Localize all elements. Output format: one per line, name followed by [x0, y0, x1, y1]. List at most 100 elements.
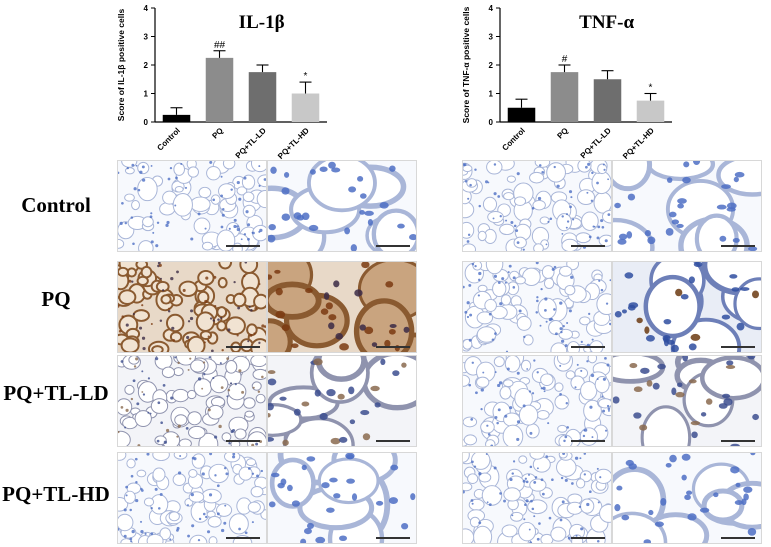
cell-nucleus: [536, 371, 539, 374]
micrograph-pq-4: [612, 261, 762, 353]
cell-nucleus: [230, 188, 233, 191]
cell-nucleus: [580, 527, 584, 531]
cell-nucleus: [251, 472, 255, 475]
cell-nucleus: [313, 358, 323, 366]
cell-nucleus: [582, 434, 586, 438]
cell-nucleus: [123, 508, 127, 512]
cell-nucleus: [480, 407, 483, 411]
cell-nucleus: [234, 383, 237, 386]
alveolar-network: [463, 356, 611, 446]
il1b-chart: IL-1β Score of IL-1β positive cells 0 1 2 3 4 C…: [110, 0, 350, 161]
alveolus: [188, 425, 206, 440]
alveolus: [217, 277, 228, 289]
cell-nucleus: [134, 457, 138, 461]
cell-nucleus: [125, 485, 129, 489]
cell-nucleus: [255, 442, 259, 446]
cell-nucleus: [516, 172, 520, 176]
bar-pq: [550, 72, 579, 122]
cell-nucleus: [397, 223, 405, 229]
cell-nucleus: [586, 360, 589, 363]
alveolus: [506, 175, 517, 183]
alveolus: [518, 404, 539, 426]
cell-nucleus: [337, 393, 345, 400]
cell-nucleus: [409, 234, 416, 241]
cell-nucleus: [530, 499, 533, 503]
cell-nucleus: [293, 408, 301, 416]
cell-nucleus: [132, 242, 135, 246]
y-tick-label: 1: [144, 90, 149, 99]
cell-nucleus: [503, 499, 506, 503]
alveolus: [232, 292, 247, 308]
cell-nucleus: [597, 501, 600, 504]
cell-nucleus: [516, 241, 520, 245]
alveolus: [564, 285, 576, 296]
cell-nucleus: [487, 433, 491, 436]
cell-nucleus: [512, 276, 516, 280]
cell-nucleus: [120, 406, 124, 409]
cell-nucleus: [371, 342, 378, 347]
cell-nucleus: [497, 383, 501, 388]
cell-nucleus: [131, 280, 134, 283]
alveolus: [208, 463, 230, 484]
cell-nucleus: [522, 404, 526, 408]
cell-nucleus: [671, 219, 680, 225]
cell-nucleus: [304, 527, 312, 535]
alveolus: [172, 193, 193, 217]
cell-nucleus: [301, 464, 307, 471]
cell-nucleus: [329, 477, 338, 483]
cell-nucleus: [467, 233, 471, 237]
cell-nucleus: [221, 213, 225, 217]
cell-nucleus: [219, 362, 222, 365]
cell-nucleus: [470, 499, 474, 502]
cell-nucleus: [202, 361, 206, 364]
alveolus: [159, 202, 176, 216]
alveolus: [244, 410, 254, 418]
alveolus: [525, 423, 540, 439]
cell-nucleus: [182, 288, 186, 292]
y-tick-label: 3: [489, 33, 494, 42]
cell-nucleus: [671, 344, 679, 352]
alveolus: [546, 162, 566, 183]
cell-nucleus: [282, 439, 289, 446]
alveolus: [190, 359, 206, 373]
cell-nucleus: [236, 227, 240, 232]
alveolus: [579, 470, 592, 483]
cell-nucleus: [559, 393, 562, 396]
cell-nucleus: [346, 454, 355, 460]
scale-bar: [571, 537, 605, 539]
cell-nucleus: [339, 436, 348, 443]
cell-nucleus: [527, 473, 531, 476]
cell-nucleus: [306, 522, 314, 530]
cell-nucleus: [283, 172, 290, 178]
cell-nucleus: [463, 490, 465, 494]
cell-nucleus: [176, 526, 180, 530]
cell-nucleus: [531, 392, 535, 395]
cell-nucleus: [601, 395, 604, 398]
micrograph-control-2: [267, 160, 417, 252]
cell-nucleus: [203, 373, 206, 376]
cell-nucleus: [509, 477, 513, 482]
alveolus: [527, 499, 548, 515]
cell-nucleus: [547, 220, 550, 223]
cell-nucleus: [690, 333, 701, 341]
cell-nucleus: [497, 195, 501, 198]
alveolus: [189, 196, 211, 212]
row-label-control: Control: [21, 193, 91, 217]
alveolus: [577, 189, 596, 206]
alveolus: [556, 457, 577, 477]
cell-nucleus: [238, 369, 242, 373]
cell-nucleus: [464, 180, 468, 183]
cell-nucleus: [308, 224, 319, 232]
cell-nucleus: [186, 504, 189, 507]
alveolar-septa: [613, 356, 761, 446]
cell-nucleus: [268, 403, 274, 411]
cell-nucleus: [606, 363, 610, 367]
micrograph-image: [613, 161, 761, 251]
alveolar-septa: [613, 453, 761, 543]
cell-nucleus: [604, 429, 608, 432]
cell-nucleus: [232, 455, 236, 459]
cell-nucleus: [132, 312, 135, 316]
cell-nucleus: [583, 428, 588, 432]
cell-nucleus: [118, 171, 120, 175]
alveolus: [463, 482, 473, 492]
